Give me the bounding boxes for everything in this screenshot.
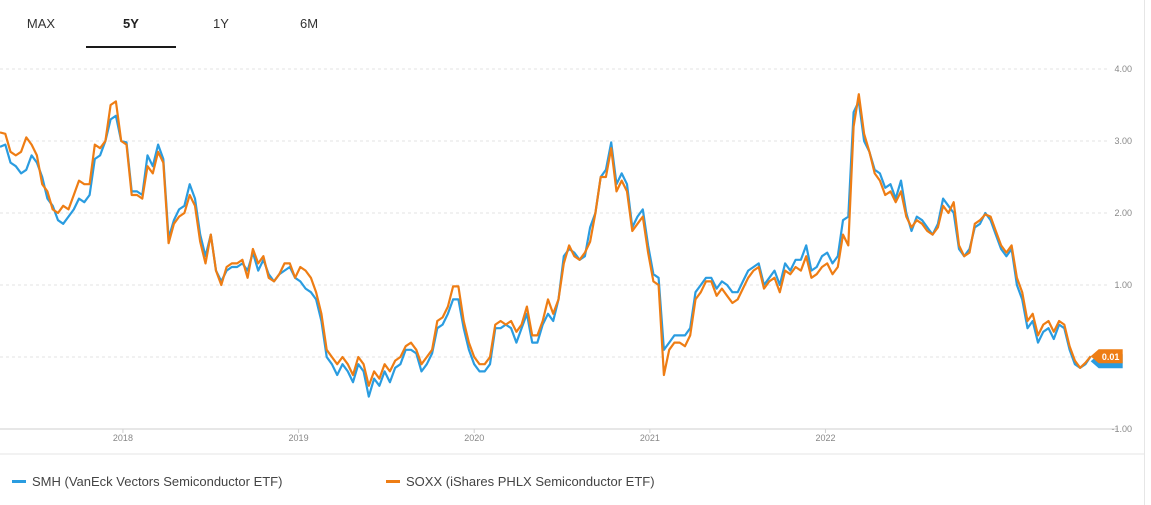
y-tick-label: -1.00 <box>1111 424 1132 434</box>
tab-max[interactable]: MAX <box>26 16 56 31</box>
legend-swatch-smh <box>12 480 26 483</box>
right-border <box>1144 0 1145 505</box>
active-tab-indicator <box>86 46 176 48</box>
y-tick-label: 4.00 <box>1114 64 1132 74</box>
legend-item-smh[interactable]: SMH (VanEck Vectors Semiconductor ETF) <box>12 474 282 489</box>
last-value-tag-soxx <box>1090 349 1123 364</box>
legend-item-soxx[interactable]: SOXX (iShares PHLX Semiconductor ETF) <box>386 474 655 489</box>
series-line-soxx <box>0 93 1092 387</box>
y-tick-label: 1.00 <box>1114 280 1132 290</box>
y-tick-label: 2.00 <box>1114 208 1132 218</box>
legend-label-smh: SMH (VanEck Vectors Semiconductor ETF) <box>32 474 283 489</box>
chart-legend: SMH (VanEck Vectors Semiconductor ETF) S… <box>0 465 1151 495</box>
last-value-label: 0.01 <box>1102 352 1120 362</box>
x-tick-label: 2021 <box>640 433 660 443</box>
line-chart: 4.00 3.00 2.00 1.00 -1.00 2018 2019 2020 2021 202… <box>0 64 1144 455</box>
legend-swatch-soxx <box>386 480 400 483</box>
x-tick-label: 2022 <box>815 433 835 443</box>
series-line-smh <box>0 100 1092 398</box>
x-tick-label: 2018 <box>113 433 133 443</box>
tab-5y[interactable]: 5Y <box>123 16 139 31</box>
tab-1y[interactable]: 1Y <box>213 16 229 31</box>
x-tick-label: 2020 <box>464 433 484 443</box>
tab-6m[interactable]: 6M <box>299 16 319 31</box>
x-tick-label: 2019 <box>289 433 309 443</box>
y-tick-label: 3.00 <box>1114 136 1132 146</box>
period-tabs: MAX 5Y 1Y 6M <box>0 0 1151 50</box>
legend-label-soxx: SOXX (iShares PHLX Semiconductor ETF) <box>406 474 655 489</box>
